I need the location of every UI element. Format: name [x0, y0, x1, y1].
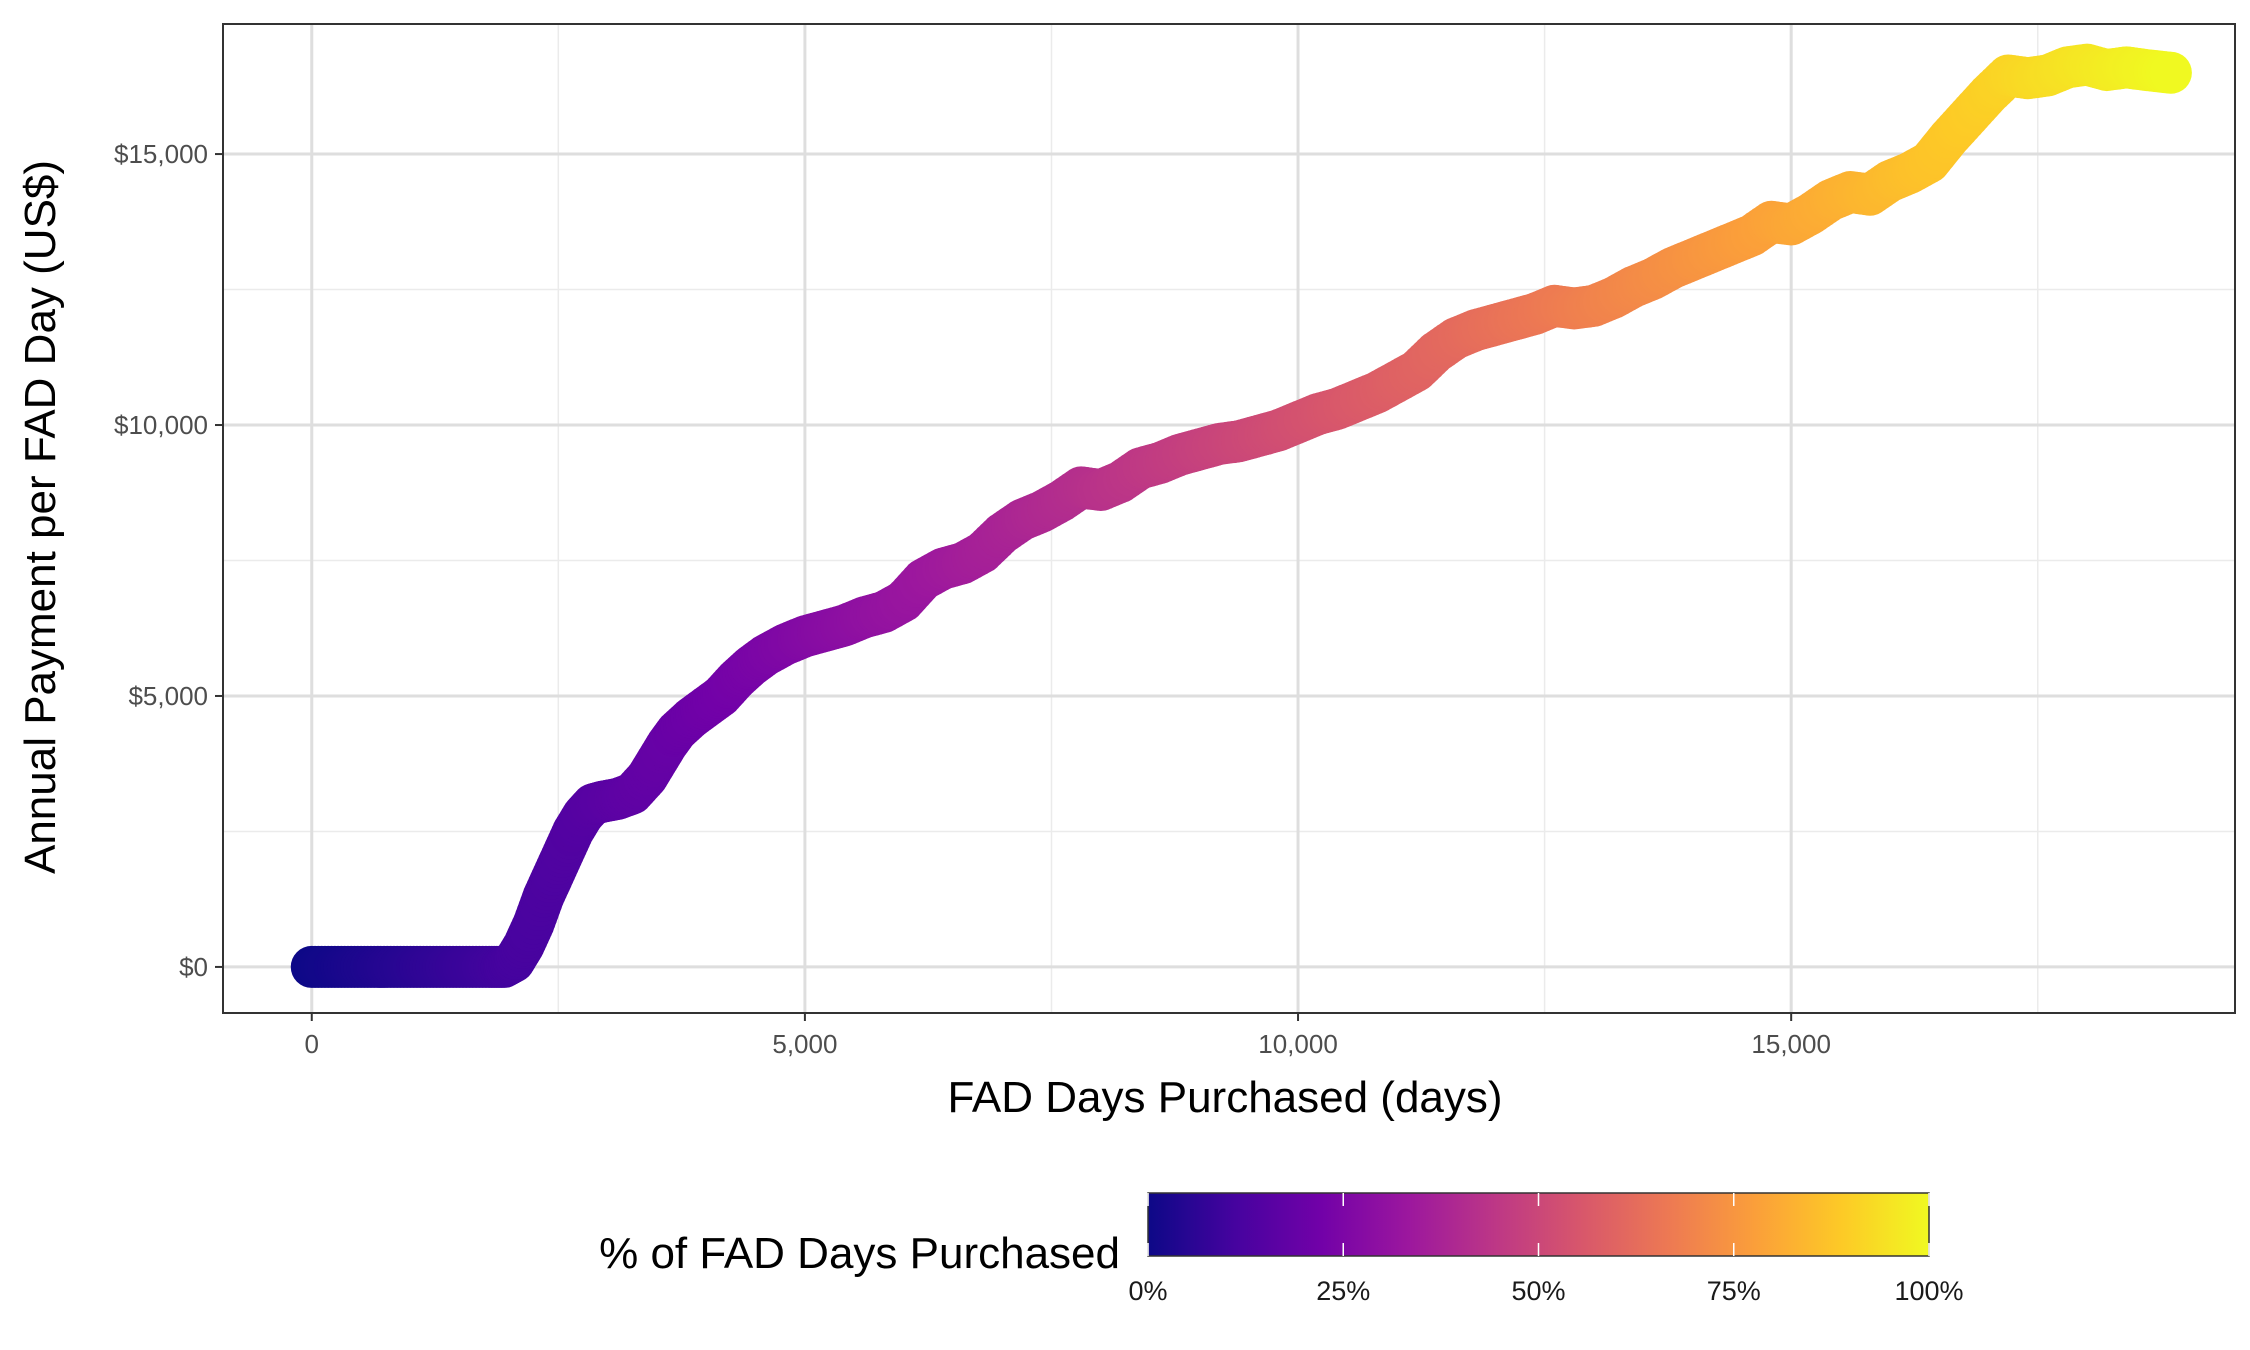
x-tick-label: 0: [305, 1029, 319, 1059]
x-axis: 0 5,000 10,000 15,000: [305, 1013, 1831, 1059]
legend-tick-label: 50%: [1511, 1276, 1565, 1306]
legend-title: % of FAD Days Purchased: [599, 1229, 1120, 1278]
data-point: [2149, 51, 2192, 94]
plot-panel-border: [222, 23, 2236, 1014]
y-tick-label: $15,000: [114, 139, 208, 169]
y-tick-label: $0: [179, 952, 208, 982]
legend-tick-label: 100%: [1894, 1276, 1963, 1306]
x-tick-label: 10,000: [1258, 1029, 1338, 1059]
y-axis: $0 $5,000 $10,000 $15,000: [114, 139, 223, 982]
x-tick-label: 5,000: [772, 1029, 837, 1059]
y-axis-title: Annual Payment per FAD Day (US$): [16, 160, 65, 874]
legend-tick-label: 25%: [1316, 1276, 1370, 1306]
legend-tick-label: 75%: [1707, 1276, 1761, 1306]
legend-tick-label: 0%: [1128, 1276, 1167, 1306]
legend-colorbar-ticks: 0% 25% 50% 75% 100%: [1128, 1193, 1964, 1306]
data-points: [290, 43, 2192, 988]
x-axis-title: FAD Days Purchased (days): [947, 1073, 1502, 1122]
y-tick-label: $5,000: [128, 681, 208, 711]
y-tick-label: $10,000: [114, 410, 208, 440]
x-tick-label: 15,000: [1751, 1029, 1831, 1059]
color-legend: % of FAD Days Purchased 0% 25% 50% 75% 100%: [599, 1192, 1964, 1306]
